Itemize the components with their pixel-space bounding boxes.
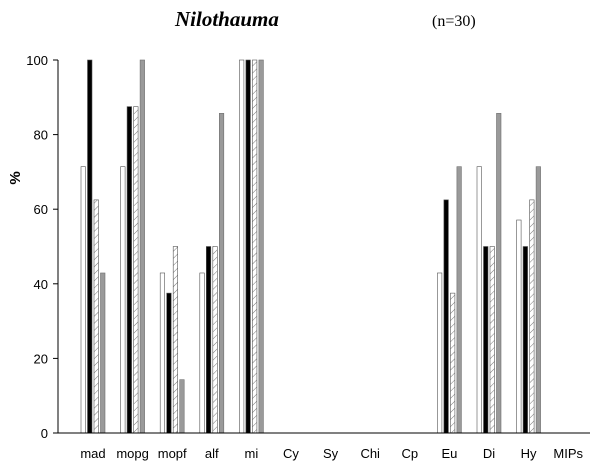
- bar-mad-series-3: [93, 199, 99, 434]
- x-category-label-sy: Sy: [323, 446, 339, 461]
- x-category-label-alf: alf: [205, 446, 219, 461]
- x-category-label-di: Di: [483, 446, 495, 461]
- bar-mad-series-2: [87, 59, 93, 434]
- bar-mopg-series-2: [126, 106, 132, 434]
- bar-mi-series-4: [258, 59, 264, 434]
- x-category-label-mopf: mopf: [158, 446, 187, 461]
- bar-mopg-series-1: [120, 166, 126, 434]
- x-category-label-cy: Cy: [283, 446, 299, 461]
- bar-mad-series-1: [80, 166, 86, 434]
- bar-mopf-series-2: [166, 292, 172, 434]
- bar-di-series-1: [476, 166, 482, 434]
- bar-mopf-series-1: [159, 272, 165, 434]
- y-tick-label-60: 60: [34, 202, 48, 217]
- bar-hy-series-3: [529, 199, 535, 434]
- x-category-label-mad: mad: [80, 446, 105, 461]
- bar-hy-series-4: [535, 166, 541, 434]
- x-category-label-cp: Cp: [401, 446, 418, 461]
- x-category-label-mips: MIPs: [553, 446, 583, 461]
- bar-mi-series-3: [252, 59, 258, 434]
- bar-mopf-series-3: [172, 246, 178, 434]
- bar-alf-series-2: [206, 246, 212, 434]
- y-tick-label-20: 20: [34, 351, 48, 366]
- x-category-label-chi: Chi: [360, 446, 380, 461]
- bar-eu-series-3: [450, 292, 456, 434]
- y-tick-label-0: 0: [41, 426, 48, 441]
- y-tick-label-40: 40: [34, 277, 48, 292]
- bar-di-series-3: [489, 246, 495, 434]
- bar-mopg-series-4: [139, 59, 145, 434]
- chart-subtitle: (n=30): [432, 13, 476, 30]
- bar-eu-series-4: [456, 166, 462, 434]
- bar-mopg-series-3: [133, 106, 139, 434]
- x-category-label-hy: Hy: [521, 446, 537, 461]
- x-category-label-mi: mi: [245, 446, 259, 461]
- y-axis-title: %: [7, 171, 24, 184]
- y-tick-label-100: 100: [26, 53, 48, 68]
- x-category-label-eu: Eu: [441, 446, 457, 461]
- bar-alf-series-1: [199, 272, 205, 434]
- bar-di-series-4: [496, 113, 502, 434]
- bar-di-series-2: [483, 246, 489, 434]
- bar-hy-series-1: [516, 219, 522, 434]
- bar-eu-series-2: [443, 199, 449, 434]
- bar-hy-series-2: [522, 246, 528, 434]
- bar-alf-series-4: [219, 113, 225, 434]
- bar-mad-series-4: [100, 272, 106, 434]
- plot-area: [80, 59, 541, 434]
- x-category-label-mopg: mopg: [116, 446, 149, 461]
- bar-mi-series-2: [245, 59, 251, 434]
- bar-mopf-series-4: [179, 379, 185, 434]
- bar-eu-series-1: [437, 272, 443, 434]
- chart-title: Nilothauma: [174, 7, 279, 31]
- bar-alf-series-3: [212, 246, 218, 434]
- y-tick-label-80: 80: [34, 128, 48, 143]
- bar-mi-series-1: [239, 59, 245, 434]
